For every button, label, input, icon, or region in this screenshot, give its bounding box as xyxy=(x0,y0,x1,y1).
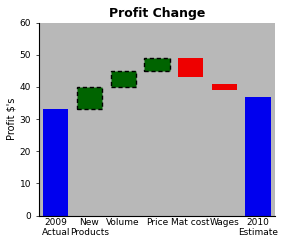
Bar xyxy=(144,58,170,71)
Bar xyxy=(110,71,136,87)
Bar xyxy=(43,109,68,216)
Bar xyxy=(178,58,203,77)
Y-axis label: Profit $'s: Profit $'s xyxy=(7,98,17,140)
Bar xyxy=(212,84,237,90)
Bar xyxy=(77,87,102,109)
Bar xyxy=(245,97,271,216)
Title: Profit Change: Profit Change xyxy=(109,7,205,20)
